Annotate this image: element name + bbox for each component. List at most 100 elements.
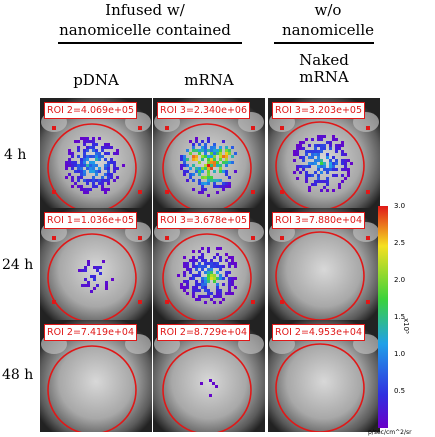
signal-pixel (231, 146, 234, 149)
signal-pixel (207, 155, 210, 158)
signal-pixel (213, 149, 216, 152)
signal-pixel (228, 265, 231, 268)
signal-pixel (308, 186, 311, 189)
signal-pixel (204, 146, 207, 149)
imaging-panel-r2-c1: ROI 1=1.036e+05 (40, 208, 152, 320)
signal-pixel (83, 137, 86, 140)
signal-pixel (81, 284, 84, 287)
roi-circle (162, 123, 252, 210)
signal-pixel (305, 165, 308, 168)
signal-pixel (207, 247, 210, 250)
signal-pixel (207, 158, 210, 161)
signal-pixel (219, 274, 222, 277)
signal-pixel (216, 277, 219, 280)
signal-pixel (107, 167, 110, 170)
signal-pixel (207, 292, 210, 295)
signal-pixel (335, 174, 338, 177)
roi-circle (162, 233, 252, 320)
signal-pixel (86, 140, 89, 143)
signal-pixel (323, 186, 326, 189)
signal-pixel (80, 173, 83, 176)
signal-pixel (80, 170, 83, 173)
signal-pixel (234, 262, 237, 265)
signal-pixel (296, 168, 299, 171)
signal-pixel (320, 150, 323, 153)
signal-pixel (314, 162, 317, 165)
signal-pixel (89, 167, 92, 170)
signal-pixel (347, 171, 350, 174)
signal-pixel (201, 283, 204, 286)
signal-pixel (93, 275, 96, 278)
signal-pixel (83, 179, 86, 182)
signal-pixel (192, 286, 195, 289)
signal-pixel (101, 149, 104, 152)
signal-pixel (192, 295, 195, 298)
signal-pixel (198, 152, 201, 155)
roi-marker (251, 236, 255, 240)
imaging-panel-r3-c1: ROI 2=7.419e+04 (40, 320, 152, 432)
signal-pixel (95, 152, 98, 155)
signal-pixel (210, 292, 213, 295)
signal-pixel (231, 280, 234, 283)
signal-pixel (89, 179, 92, 182)
signal-pixel (201, 185, 204, 188)
signal-pixel (317, 165, 320, 168)
signal-pixel (213, 277, 216, 280)
colorbar-tick-label: 1.0 (394, 350, 406, 358)
signal-pixel (81, 269, 84, 272)
signal-pixel (216, 149, 219, 152)
signal-pixel (98, 137, 101, 140)
signal-pixel (201, 188, 204, 191)
signal-pixel (222, 298, 225, 301)
signal-pixel (213, 158, 216, 161)
roi-label: ROI 3=7.880e+04 (272, 212, 365, 229)
roi-label: ROI 1=1.036e+05 (44, 212, 137, 229)
imaging-panel-r1-c1: ROI 2=4.069e+05 (40, 98, 152, 210)
signal-pixel (192, 262, 195, 265)
signal-pixel (225, 146, 228, 149)
signal-pixel (231, 161, 234, 164)
signal-pixel (92, 161, 95, 164)
signal-pixel (101, 182, 104, 185)
signal-pixel (225, 185, 228, 188)
roi-marker (165, 236, 169, 240)
signal-pixel (317, 159, 320, 162)
signal-pixel (200, 382, 203, 385)
signal-pixel (225, 173, 228, 176)
imaging-panel-r1-c2: ROI 3=2.340e+06 (153, 98, 265, 210)
signal-pixel (195, 286, 198, 289)
signal-pixel (216, 253, 219, 256)
signal-pixel (222, 283, 225, 286)
signal-pixel (195, 298, 198, 301)
signal-pixel (207, 280, 210, 283)
signal-pixel (183, 170, 186, 173)
signal-pixel (228, 283, 231, 286)
signal-pixel (335, 144, 338, 147)
signal-pixel (207, 271, 210, 274)
signal-pixel (213, 274, 216, 277)
signal-pixel (186, 286, 189, 289)
signal-pixel (89, 170, 92, 173)
signal-pixel (92, 164, 95, 167)
signal-pixel (213, 301, 216, 304)
signal-pixel (192, 155, 195, 158)
signal-pixel (341, 168, 344, 171)
signal-pixel (225, 170, 228, 173)
signal-pixel (198, 167, 201, 170)
signal-pixel (192, 265, 195, 268)
signal-pixel (207, 250, 210, 253)
signal-pixel (96, 284, 99, 287)
signal-pixel (216, 286, 219, 289)
signal-pixel (341, 141, 344, 144)
signal-pixel (210, 152, 213, 155)
header-without-underline (274, 42, 374, 44)
signal-pixel (92, 176, 95, 179)
signal-pixel (216, 289, 219, 292)
signal-pixel (186, 158, 189, 161)
signal-pixel (329, 159, 332, 162)
signal-pixel (83, 191, 86, 194)
signal-pixel (308, 189, 311, 192)
signal-pixel (210, 277, 213, 280)
signal-pixel (228, 280, 231, 283)
signal-pixel (329, 147, 332, 150)
